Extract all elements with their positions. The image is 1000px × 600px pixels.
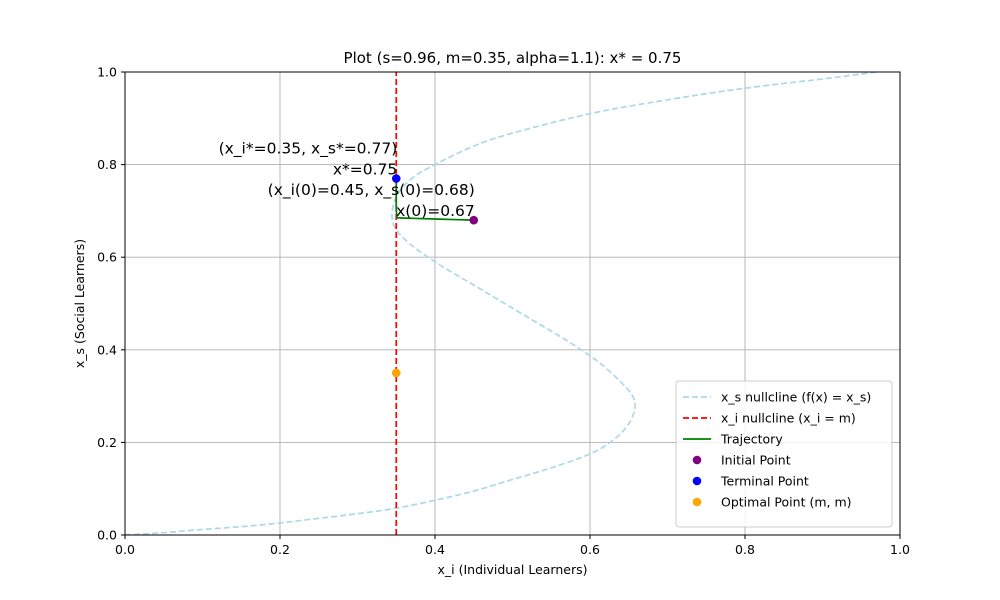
legend-entry-label: Optimal Point (m, m) (721, 495, 852, 510)
series-layer (125, 72, 877, 535)
chart-title: Plot (s=0.96, m=0.35, alpha=1.1): x* = 0… (344, 49, 682, 67)
legend-entry-label: Initial Point (721, 453, 791, 468)
y-tick-label: 0.0 (97, 528, 117, 543)
legend-box (675, 380, 893, 528)
x-tick-label: 0.2 (270, 542, 290, 557)
initial-point-marker (469, 215, 479, 225)
series-points (391, 174, 479, 378)
terminal-point-marker (391, 174, 401, 183)
legend: x_s nullcline (f(x) = x_s) x_i nullcline … (675, 380, 893, 528)
legend-entry-label: Terminal Point (720, 474, 809, 489)
annotation-text: x*=0.75 (333, 160, 397, 178)
optimal-point-m-m-marker (391, 368, 401, 378)
series-lines (125, 72, 877, 535)
y-tick-label: 1.0 (97, 65, 117, 80)
x-tick-label: 0.6 (580, 542, 600, 557)
initial-point-legend-marker (692, 455, 702, 465)
trajectory-line (395, 178, 474, 222)
tick-layer: 0.0 0.2 0.4 0.6 0.8 1.0 0.0 0.2 0.4 0.6 0.8 1.0 (97, 65, 910, 558)
annotation-text: x(0)=0.67 (396, 202, 475, 220)
legend-entry-label: x_s nullcline (f(x) = x_s) (721, 390, 871, 405)
optimal-point-m-m-legend-marker (692, 497, 702, 507)
legend-entry-label: Trajectory (720, 432, 783, 447)
y-tick-label: 0.6 (97, 250, 117, 265)
legend-entry-label: x_i nullcline (x_i = m) (721, 411, 856, 426)
x-s-nullcline-f-x-x-s-line (125, 72, 877, 535)
x-tick-label: 0.8 (735, 542, 755, 557)
terminal-point-legend-marker (692, 476, 702, 486)
x-axis-label: x_i (Individual Learners) (438, 562, 588, 577)
annotation-layer: (x_i*=0.35, x_s*=0.77) x*=0.75 (x_i(0)=0.4… (219, 139, 475, 220)
x-tick-label: 0.0 (115, 542, 135, 557)
plot-frame (124, 71, 901, 536)
annotation-text: (x_i(0)=0.45, x_s(0)=0.68) (268, 181, 475, 200)
annotation-text: (x_i*=0.35, x_s*=0.77) (219, 139, 398, 158)
y-tick-label: 0.8 (97, 157, 117, 172)
x-tick-label: 1.0 (890, 542, 910, 557)
x-tick-label: 0.4 (425, 542, 445, 557)
y-tick-label: 0.2 (97, 435, 117, 450)
y-tick-label: 0.4 (97, 342, 117, 357)
y-axis-label: x_s (Social Learners) (72, 239, 87, 368)
